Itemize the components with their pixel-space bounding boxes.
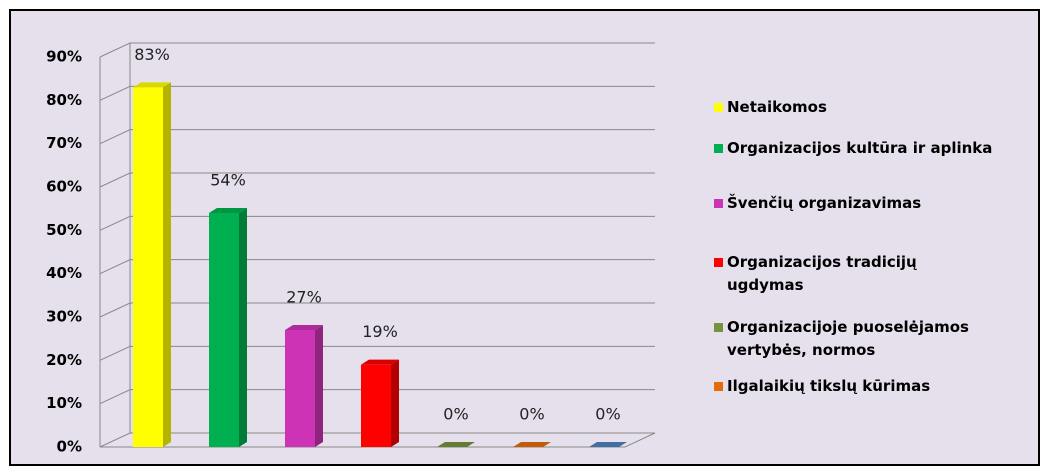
legend-label: Netaikomos <box>727 98 827 116</box>
y-tick-label: 80% <box>46 91 82 109</box>
y-tick-label: 30% <box>46 308 82 326</box>
bar-top <box>209 208 247 213</box>
bar-side <box>391 359 399 447</box>
bar-side <box>239 208 247 447</box>
y-tick-label: 40% <box>46 264 82 282</box>
legend-label: Ilgalaikių tikslų kūrimas <box>727 377 931 395</box>
legend-item: Organizacijoje puoselėjamos vertybės, no… <box>714 316 994 362</box>
value-label: 19% <box>362 322 398 341</box>
grid-line <box>99 85 655 101</box>
grid-line <box>99 215 655 231</box>
grid-line <box>99 432 655 448</box>
legend-swatch <box>714 199 723 208</box>
bar <box>133 87 163 447</box>
legend-item: Netaikomos <box>714 96 994 119</box>
legend-item: Organizacijos kultūra ir aplinka <box>714 137 994 160</box>
y-tick-label: 0% <box>57 438 82 456</box>
grid-line <box>99 129 655 145</box>
legend-swatch <box>714 323 723 332</box>
grid-line <box>99 172 655 188</box>
grid-line <box>99 259 655 275</box>
value-label: 54% <box>210 171 246 190</box>
legend-item: Ilgalaikių tikslų kūrimas <box>714 375 994 398</box>
grid-line <box>99 302 655 318</box>
legend-swatch <box>714 144 723 153</box>
legend-label: Švenčių organizavimas <box>727 194 922 212</box>
value-label: 0% <box>595 405 620 424</box>
legend-item: Organizacijos tradicijų ugdymas <box>714 251 994 297</box>
bar-top <box>285 325 323 330</box>
y-tick-label: 10% <box>46 394 82 412</box>
bar-top <box>133 82 171 88</box>
y-tick-label: 50% <box>46 221 82 239</box>
bar-top <box>513 442 551 447</box>
grid-line <box>99 345 655 361</box>
value-label: 0% <box>519 405 544 424</box>
bar <box>209 213 239 447</box>
y-tick-label: 90% <box>46 48 82 66</box>
floor <box>100 432 656 448</box>
bar-top <box>437 442 475 447</box>
y-tick-label: 70% <box>46 134 82 152</box>
bar-top <box>361 359 399 365</box>
legend-label: Organizacijos tradicijų ugdymas <box>727 253 917 294</box>
grid-line <box>99 42 655 58</box>
grid-line <box>99 389 655 405</box>
legend-swatch <box>714 382 723 391</box>
bar-top <box>589 442 627 447</box>
legend-swatch <box>714 258 723 267</box>
bar <box>285 330 315 447</box>
legend-label: Organizacijoje puoselėjamos vertybės, no… <box>727 318 969 359</box>
value-label: 83% <box>134 45 170 64</box>
y-tick-label: 20% <box>46 351 82 369</box>
legend-item: Švenčių organizavimas <box>714 192 994 215</box>
legend-label: Organizacijos kultūra ir aplinka <box>727 139 993 157</box>
bar-side <box>163 82 171 447</box>
y-tick-label: 60% <box>46 178 82 196</box>
legend-swatch <box>714 103 723 112</box>
value-label: 0% <box>443 405 468 424</box>
bar <box>361 364 391 447</box>
value-label: 27% <box>286 288 322 307</box>
bar-side <box>315 325 323 447</box>
